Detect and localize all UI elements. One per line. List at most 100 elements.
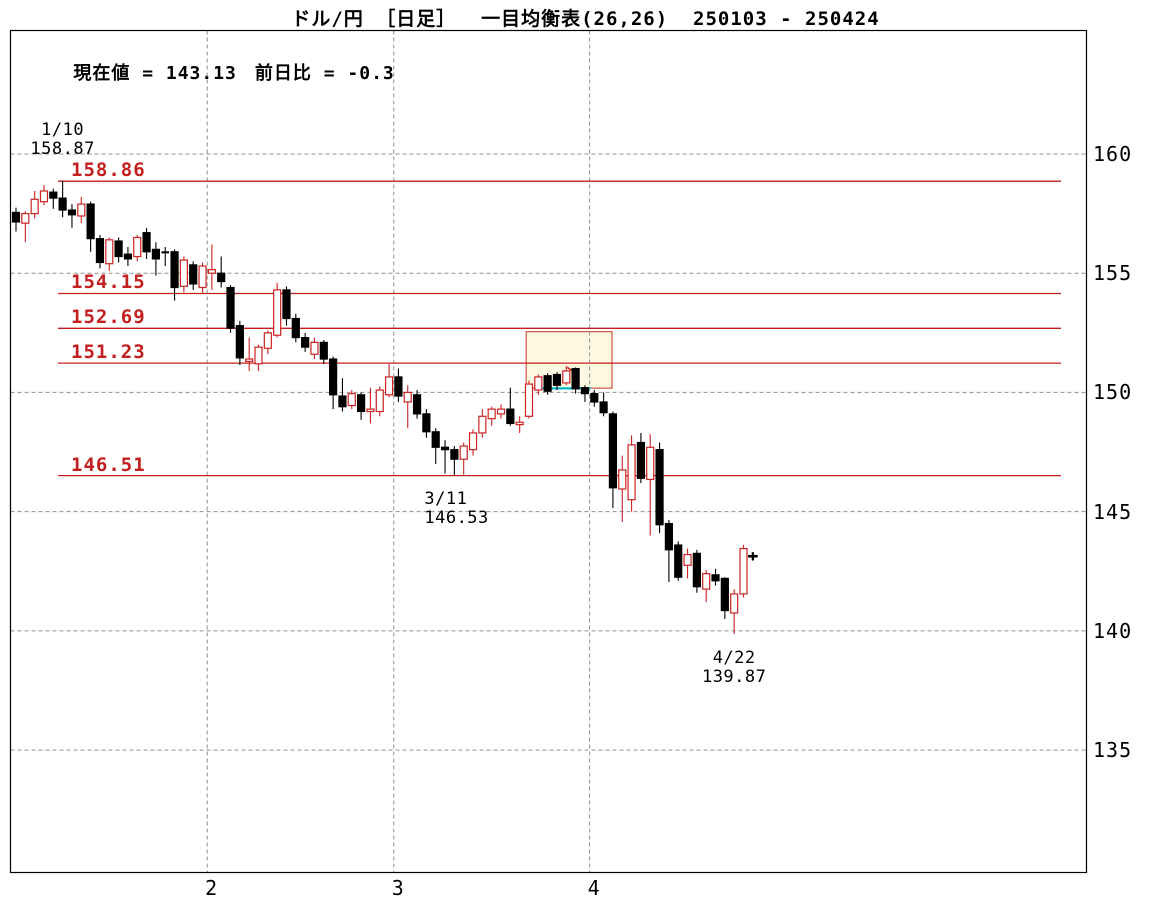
candle-3/13 bbox=[468, 429, 478, 456]
candle-body-bull bbox=[179, 259, 188, 287]
candle-4/1 bbox=[590, 390, 599, 407]
candle-body-bull bbox=[459, 445, 468, 460]
candle-body-bull bbox=[207, 269, 216, 274]
candle-body-bear bbox=[114, 240, 123, 258]
candle-1/6 bbox=[21, 211, 30, 243]
candle-body-bull bbox=[739, 548, 748, 595]
candle-body-bull bbox=[515, 421, 524, 426]
candle-2/27 bbox=[375, 386, 384, 417]
candle-1/24 bbox=[151, 242, 161, 276]
candle-body-bear bbox=[217, 272, 226, 283]
candle-2/7 bbox=[245, 337, 254, 371]
candle-body-bear bbox=[674, 544, 683, 578]
candle-body-bear bbox=[608, 413, 618, 489]
candle-body-bear bbox=[590, 393, 599, 403]
candle-1/21 bbox=[123, 246, 133, 267]
candle-body-bear bbox=[394, 376, 403, 397]
candle-body-bear bbox=[329, 358, 338, 396]
candle-body-bull bbox=[77, 203, 86, 217]
candle-3/5 bbox=[412, 390, 422, 419]
candle-body-bear bbox=[189, 264, 198, 285]
candle-1/16 bbox=[95, 235, 105, 269]
candle-2/12 bbox=[273, 282, 282, 338]
candle-2/11 bbox=[263, 330, 272, 355]
y-axis-tick-label: 160 bbox=[1093, 142, 1133, 166]
candle-body-bear bbox=[636, 441, 646, 479]
candle-body-bull bbox=[263, 332, 272, 349]
candle-4/23 bbox=[739, 545, 748, 598]
candle-body-bull bbox=[646, 446, 655, 481]
candle-4/14 bbox=[674, 541, 683, 581]
candle-3/4 bbox=[403, 385, 412, 429]
candle-1/20 bbox=[114, 237, 123, 263]
candle-3/27 bbox=[562, 366, 571, 386]
candle-1/22 bbox=[133, 235, 142, 262]
candle-body-bull bbox=[524, 383, 534, 417]
candle-body-bull bbox=[730, 593, 739, 614]
y-axis-tick-label: 155 bbox=[1093, 261, 1133, 286]
candle-body-bull bbox=[702, 573, 711, 590]
candle-body-bull bbox=[487, 408, 496, 420]
candle-4/15 bbox=[683, 548, 692, 579]
candle-2/17 bbox=[301, 332, 310, 352]
candle-1/13 bbox=[67, 204, 77, 228]
candle-body-bear bbox=[422, 413, 431, 433]
candle-1/31 bbox=[198, 262, 207, 294]
candle-body-bull bbox=[562, 370, 571, 384]
candle-body-bear bbox=[552, 373, 562, 386]
candle-2/21 bbox=[338, 378, 347, 412]
candle-1/27 bbox=[161, 246, 170, 267]
candle-3/19 bbox=[506, 387, 515, 426]
candle-body-bear bbox=[571, 367, 580, 390]
candle-body-bear bbox=[412, 394, 422, 415]
candle-body-bear bbox=[226, 286, 235, 329]
price-level-label: 151.23 bbox=[71, 341, 146, 364]
annotation-3-11: 3/11 146.53 bbox=[424, 490, 544, 528]
candle-body-bear bbox=[170, 251, 179, 289]
candle-body-bear bbox=[720, 577, 729, 612]
candle-body-bear bbox=[711, 574, 720, 582]
candle-body-bull bbox=[375, 389, 384, 413]
candle-2/6 bbox=[235, 320, 244, 366]
candle-3/3 bbox=[394, 368, 403, 402]
candle-3/24 bbox=[534, 374, 543, 395]
candle-4/10 bbox=[655, 442, 664, 534]
candle-body-bear bbox=[301, 336, 310, 348]
candle-1/7 bbox=[30, 190, 39, 219]
price-level-label: 146.51 bbox=[71, 453, 146, 476]
y-axis-tick-label: 135 bbox=[1093, 738, 1133, 763]
candle-body-bear bbox=[319, 341, 328, 360]
candle-body-bull bbox=[30, 198, 39, 215]
candle-body-bear bbox=[86, 203, 95, 240]
candle-3/7 bbox=[431, 428, 440, 464]
candle-body-bear bbox=[431, 431, 440, 448]
candle-4/17 bbox=[702, 570, 711, 603]
candle-body-bull bbox=[618, 469, 627, 490]
candle-3/14 bbox=[478, 409, 487, 438]
candle-4/16 bbox=[692, 549, 701, 593]
candle-2/3 bbox=[207, 244, 216, 290]
candle-1/15 bbox=[86, 201, 95, 252]
candle-body-bear bbox=[11, 211, 21, 223]
x-axis-month-label: 3 bbox=[391, 876, 404, 900]
annotation-price: 139.87 bbox=[701, 666, 767, 687]
candle-body-bear bbox=[123, 253, 133, 260]
candle-1/28 bbox=[170, 249, 179, 301]
current-price-text: 現在値 = 143.13 bbox=[73, 63, 237, 84]
candle-2/19 bbox=[319, 339, 328, 364]
candle-3/31 bbox=[580, 385, 590, 402]
candle-2/24 bbox=[347, 390, 356, 410]
candle-body-bear bbox=[291, 317, 300, 339]
candle-body-bear bbox=[450, 449, 459, 460]
candle-body-bear bbox=[543, 375, 552, 392]
candle-3/6 bbox=[422, 409, 431, 438]
candle-body-bear bbox=[95, 238, 105, 264]
x-axis-month-label: 4 bbox=[587, 876, 600, 900]
candle-body-bear bbox=[692, 552, 701, 588]
candle-body-bear bbox=[599, 401, 608, 414]
candle-body-bear bbox=[580, 387, 590, 395]
candle-1/3 bbox=[11, 207, 21, 232]
candle-1/10 bbox=[58, 180, 67, 218]
candle-3/28 bbox=[571, 367, 580, 394]
